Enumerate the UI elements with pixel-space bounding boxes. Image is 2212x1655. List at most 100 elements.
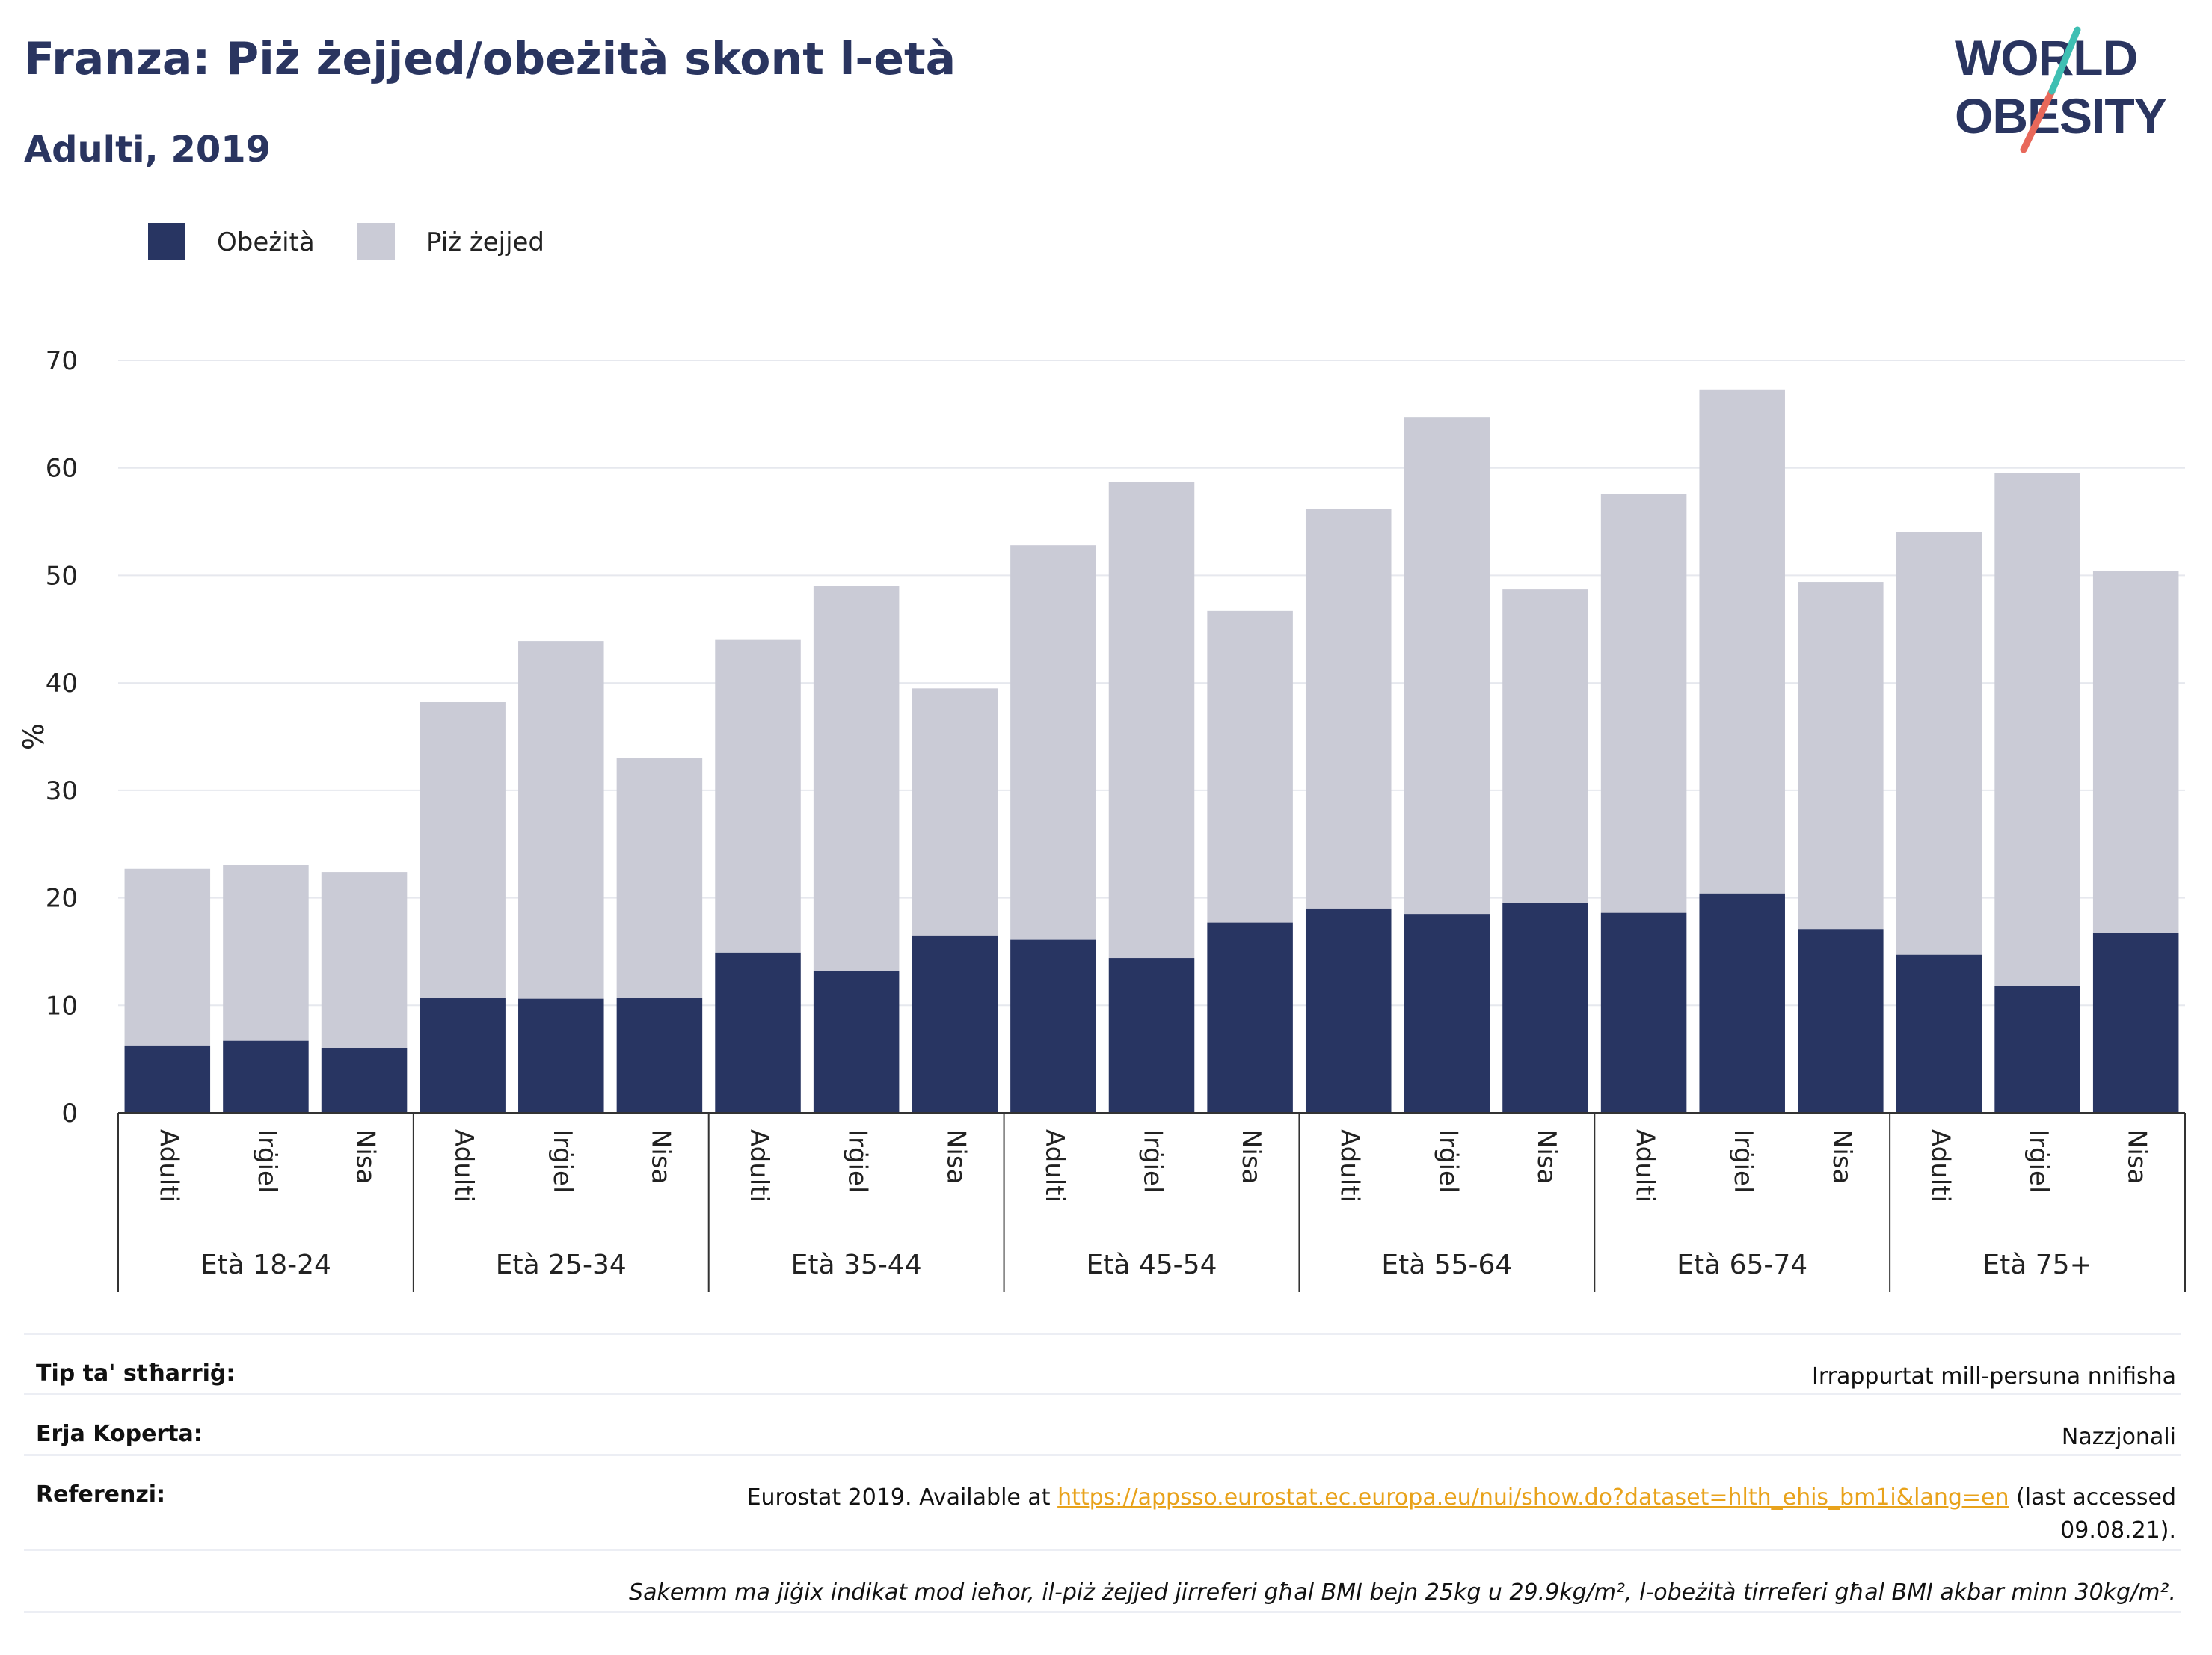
footer-row-survey-type: Tip ta' stħarriġ: Irrappurtat mill-persu… (24, 1333, 2181, 1393)
y-tick-label-0: 0 (61, 1099, 78, 1129)
x-tick-label-5-2: Nisa (1827, 1129, 1857, 1184)
x-tick-label-1-0: Adulti (449, 1129, 479, 1203)
group-label-5: Età 65-74 (1677, 1250, 1807, 1280)
group-label-4: Età 55-64 (1381, 1250, 1512, 1280)
x-tick-label-3-1: Irġiel (1138, 1129, 1168, 1193)
references-suffix: (last accessed (2009, 1484, 2176, 1511)
x-tick-label-4-0: Adulti (1335, 1129, 1365, 1203)
group-label-2: Età 35-44 (791, 1250, 922, 1280)
x-tick-label-1-2: Nisa (645, 1129, 675, 1184)
bar-obesity-0-2 (321, 1048, 408, 1113)
references-link[interactable]: https://appsso.eurostat.ec.europa.eu/nui… (1057, 1484, 2009, 1511)
y-tick-label-20: 20 (46, 884, 78, 914)
y-tick-label-60: 60 (46, 454, 78, 484)
definition-note: Sakemm ma jiġix indikat mod ieħor, il-pi… (629, 1579, 2176, 1606)
bar-chart: 0 10 20 30 40 50 60 70% Adulti Irġiel Nisa Età 18-2… (17, 346, 2186, 1292)
group-label-6: Età 75+ (1982, 1250, 2092, 1280)
survey-type-label: Tip ta' stħarriġ: (36, 1360, 236, 1387)
bar-obesity-4-2 (1502, 903, 1588, 1113)
bar-obesity-2-2 (912, 935, 998, 1113)
footer-row-area: Erja Koperta: Nazzjonali (24, 1393, 2181, 1454)
y-tick-label-40: 40 (46, 669, 78, 698)
references-label: Referenzi: (36, 1481, 166, 1508)
chart-subtitle: Adulti, 2019 (24, 129, 271, 171)
bar-overweight-2-0 (715, 639, 801, 953)
bar-overweight-3-1 (1108, 482, 1195, 959)
bar-obesity-5-1 (1699, 893, 1785, 1113)
svg-text:OBESITY: OBESITY (1955, 88, 2166, 144)
x-tick-label-2-2: Nisa (941, 1129, 971, 1184)
bar-overweight-4-0 (1305, 509, 1392, 909)
bar-overweight-6-0 (1896, 532, 1982, 955)
x-tick-label-4-2: Nisa (1531, 1129, 1561, 1184)
y-tick-label-30: 30 (46, 776, 78, 806)
bar-overweight-3-2 (1207, 610, 1293, 923)
bar-obesity-1-0 (420, 998, 506, 1113)
survey-type-value: Irrappurtat mill-persuna nnifisha (1811, 1363, 2176, 1390)
svg-text:WORLD: WORLD (1955, 30, 2137, 85)
world-obesity-logo: WORLD OBESITY (1955, 26, 2167, 153)
group-label-0: Età 18-24 (200, 1250, 331, 1280)
bar-obesity-6-1 (1994, 986, 2080, 1113)
bar-overweight-0-2 (321, 872, 408, 1048)
bar-overweight-3-0 (1010, 545, 1096, 940)
legend-swatch-overweight (357, 223, 395, 260)
footer-row-note: Sakemm ma jiġix indikat mod ieħor, il-pi… (24, 1549, 2181, 1613)
bar-overweight-6-1 (1994, 473, 2080, 986)
references-prefix: Eurostat 2019. Available at (746, 1484, 1058, 1511)
bar-overweight-5-1 (1699, 389, 1785, 894)
x-tick-label-2-0: Adulti (744, 1129, 774, 1203)
bar-obesity-1-2 (616, 998, 703, 1113)
x-tick-label-0-2: Nisa (351, 1129, 381, 1184)
bar-overweight-1-2 (616, 758, 703, 998)
bar-overweight-5-0 (1600, 494, 1687, 913)
x-tick-label-6-1: Irġiel (2024, 1129, 2053, 1193)
footer-row-references: Referenzi: Eurostat 2019. Available at h… (24, 1454, 2181, 1549)
chart-title: Franza: Piż żejjed/obeżità skont l-età (24, 33, 956, 85)
bar-overweight-0-1 (223, 865, 309, 1041)
bar-obesity-3-1 (1108, 958, 1195, 1113)
bar-obesity-6-2 (2092, 933, 2179, 1113)
bar-obesity-0-1 (223, 1040, 309, 1113)
bar-overweight-2-2 (912, 688, 998, 936)
bar-obesity-5-2 (1798, 929, 1884, 1113)
bar-overweight-4-2 (1502, 589, 1588, 903)
bar-obesity-2-1 (813, 971, 900, 1113)
x-tick-label-6-0: Adulti (1925, 1129, 1955, 1203)
y-tick-label-70: 70 (46, 346, 78, 376)
bar-obesity-3-2 (1207, 922, 1293, 1113)
x-tick-label-2-1: Irġiel (843, 1129, 873, 1193)
references-value: Eurostat 2019. Available at https://apps… (747, 1481, 2176, 1547)
area-value: Nazzjonali (2061, 1424, 2176, 1450)
bar-overweight-0-0 (124, 868, 211, 1046)
bar-obesity-3-0 (1010, 939, 1096, 1113)
x-tick-label-0-1: Irġiel (252, 1129, 282, 1193)
bar-overweight-6-2 (2092, 571, 2179, 933)
references-date: 09.08.21). (2060, 1517, 2176, 1544)
legend-label-obesity: Obeżità (217, 227, 315, 257)
y-tick-label-10: 10 (46, 991, 78, 1021)
group-label-3: Età 45-54 (1087, 1250, 1217, 1280)
bar-obesity-6-0 (1896, 954, 1982, 1113)
group-label-1: Età 25-34 (496, 1250, 627, 1280)
bar-overweight-2-1 (813, 586, 900, 971)
bar-overweight-1-1 (518, 641, 604, 999)
bar-obesity-4-1 (1404, 914, 1490, 1113)
x-tick-label-6-2: Nisa (2122, 1129, 2152, 1184)
bar-overweight-1-0 (420, 702, 506, 998)
bar-obesity-2-0 (715, 952, 801, 1113)
bar-obesity-1-1 (518, 998, 604, 1113)
bar-overweight-4-1 (1404, 417, 1490, 915)
bar-obesity-5-0 (1600, 912, 1687, 1113)
area-label: Erja Koperta: (36, 1421, 203, 1447)
x-tick-label-3-0: Adulti (1039, 1129, 1069, 1203)
x-tick-label-1-1: Irġiel (547, 1129, 577, 1193)
y-axis-title: % (17, 723, 50, 750)
x-tick-label-0-0: Adulti (153, 1129, 183, 1203)
x-tick-label-5-1: Irġiel (1728, 1129, 1758, 1193)
chart-footer: Tip ta' stħarriġ: Irrappurtat mill-persu… (24, 1333, 2181, 1613)
bar-overweight-5-2 (1798, 582, 1884, 930)
bar-obesity-0-0 (124, 1045, 211, 1113)
x-tick-label-3-2: Nisa (1236, 1129, 1266, 1184)
legend-swatch-obesity (148, 223, 185, 260)
